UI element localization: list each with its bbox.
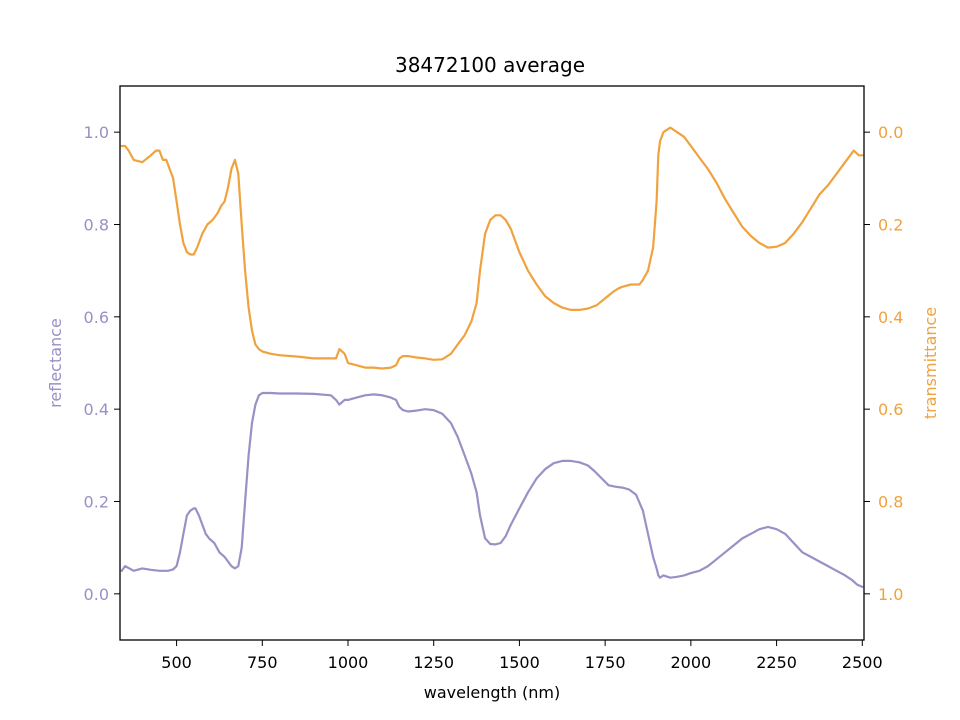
y-left-tick-label: 0.2 <box>84 493 109 512</box>
transmittance-series-line <box>120 126 864 370</box>
y-axis-left-label: reflectance <box>46 318 65 408</box>
x-tick-label: 2250 <box>756 653 797 672</box>
x-tick-label: 2500 <box>842 653 883 672</box>
y-axis-right-label: transmittance <box>921 307 940 419</box>
x-tick-label: 1750 <box>585 653 626 672</box>
y-right-tick-label: 0.8 <box>878 493 903 512</box>
x-tick-label: 750 <box>247 653 278 672</box>
x-tick-label: 2000 <box>670 653 711 672</box>
chart-marks <box>120 126 864 588</box>
reflectance-series-line <box>120 391 864 588</box>
y-left-tick-label: 0.8 <box>84 216 109 235</box>
x-tick-label: 1250 <box>413 653 454 672</box>
y-left-tick-label: 1.0 <box>84 123 109 142</box>
x-axis: 500 750 1000 1250 1500 1750 2000 2250 2500 <box>161 640 883 672</box>
y-left-tick-label: 0.4 <box>84 400 109 419</box>
y-axis-right: 0.0 0.2 0.4 0.6 0.8 1.0 <box>864 123 903 604</box>
y-left-tick-label: 0.0 <box>84 585 109 604</box>
x-tick-label: 500 <box>161 653 192 672</box>
y-right-tick-label: 0.2 <box>878 216 903 235</box>
y-right-tick-label: 0.0 <box>878 123 903 142</box>
chart-title: 38472100 average <box>395 53 585 77</box>
x-axis-label: wavelength (nm) <box>424 683 561 702</box>
y-left-tick-label: 0.6 <box>84 308 109 327</box>
y-right-tick-label: 0.4 <box>878 308 903 327</box>
x-tick-label: 1500 <box>499 653 540 672</box>
y-axis-left: 0.0 0.2 0.4 0.6 0.8 1.0 <box>84 123 120 604</box>
plot-frame <box>119 85 865 641</box>
y-right-tick-label: 1.0 <box>878 585 903 604</box>
x-tick-label: 1000 <box>328 653 369 672</box>
y-right-tick-label: 0.6 <box>878 400 903 419</box>
